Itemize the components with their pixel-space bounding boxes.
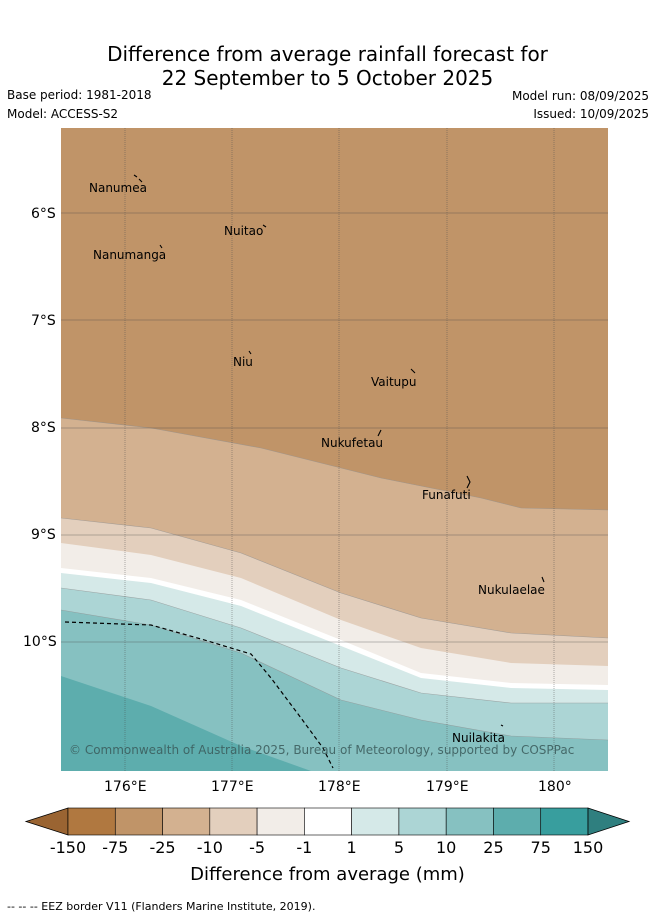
lon-tick: 177°E (211, 779, 254, 795)
lon-tick: 179°E (426, 779, 469, 795)
colorbar-swatch (256, 807, 305, 836)
copyright-notice: © Commonwealth of Australia 2025, Bureau… (69, 743, 574, 757)
lat-tick: 10°S (23, 634, 57, 650)
band-plus25 (61, 676, 311, 771)
island-label: Nuilakita (452, 731, 505, 745)
lat-tick: 7°S (31, 313, 56, 329)
colorbar-label: -5 (249, 838, 266, 857)
colorbar-label: -1 (296, 838, 313, 857)
lat-tick: 9°S (31, 527, 56, 543)
model-name: Model: ACCESS-S2 (7, 107, 119, 121)
colorbar-label: -150 (49, 838, 87, 857)
colorbar-title: Difference from average (mm) (190, 864, 465, 885)
island-label: Niu (233, 355, 253, 369)
island-label: Vaitupu (371, 375, 417, 389)
colorbar-swatch (398, 807, 447, 836)
issued-date: Issued: 10/09/2025 (533, 107, 649, 121)
island-label: Funafuti (422, 488, 471, 502)
colorbar-swatch (114, 807, 163, 836)
map-title-line1: Difference from average rainfall forecas… (107, 42, 548, 66)
colorbar-label: -25 (149, 838, 176, 857)
colorbar-high-extend (587, 807, 631, 836)
island-label: Nuitao (224, 224, 263, 238)
lat-tick: 6°S (31, 206, 56, 222)
colorbar (24, 807, 631, 836)
colorbar-swatch (540, 807, 589, 836)
colorbar-label: 5 (393, 838, 404, 857)
lon-tick: 176°E (104, 779, 147, 795)
colorbar-swatch (445, 807, 494, 836)
colorbar-label: 10 (435, 838, 457, 857)
lat-tick: 8°S (31, 420, 56, 436)
colorbar-low-extend (24, 807, 69, 836)
map-title-line2: 22 September to 5 October 2025 (161, 66, 494, 90)
colorbar-swatch (67, 807, 116, 836)
island-labels: Nanumea Nuitao Nanumanga Niu Vaitupu Nuk… (89, 181, 545, 745)
island-label: Nanumea (89, 181, 147, 195)
island-label: Nanumanga (93, 248, 166, 262)
eez-border (64, 621, 334, 769)
colorbar-label: 75 (530, 838, 551, 857)
model-run: Model run: 08/09/2025 (511, 89, 649, 103)
colorbar-label: 150 (572, 838, 604, 857)
lon-tick: 178°E (318, 779, 361, 795)
lon-tick: 180° (538, 779, 572, 795)
eez-legend: -- -- -- EEZ border V11 (Flanders Marine… (7, 900, 316, 913)
island-label: Nukulaelae (478, 583, 545, 597)
colorbar-swatch (351, 807, 400, 836)
island-shapes (133, 174, 545, 727)
rainfall-map: Nanumea Nuitao Nanumanga Niu Vaitupu Nuk… (61, 128, 608, 771)
colorbar-label: -10 (196, 838, 223, 857)
base-period: Base period: 1981-2018 (7, 88, 152, 102)
colorbar-swatch (209, 807, 258, 836)
colorbar-swatch (493, 807, 542, 836)
graticule (61, 128, 608, 771)
colorbar-swatch (162, 807, 211, 836)
colorbar-label: 25 (483, 838, 504, 857)
colorbar-label: -75 (102, 838, 129, 857)
map-svg: Nanumea Nuitao Nanumanga Niu Vaitupu Nuk… (61, 128, 608, 771)
colorbar-swatch (304, 807, 352, 836)
colorbar-label: 1 (346, 838, 357, 857)
island-label: Nukufetau (321, 436, 383, 450)
